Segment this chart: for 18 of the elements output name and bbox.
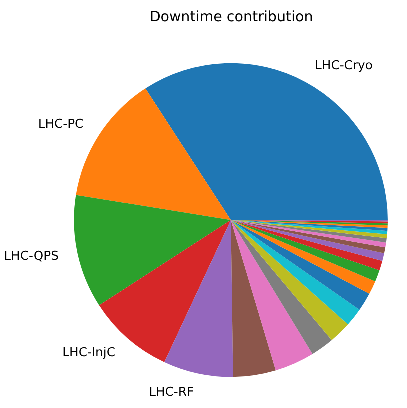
chart-title: Downtime contribution — [150, 9, 314, 26]
pie-slice — [231, 220, 276, 378]
pie-slice — [231, 220, 313, 371]
slice-label: LHC-InjC — [62, 346, 116, 360]
pie-slice — [231, 220, 376, 294]
pie-slice — [231, 220, 388, 234]
pie-slice — [231, 220, 386, 248]
pie-slice — [164, 220, 234, 378]
slice-label: LHC-RF — [149, 385, 194, 400]
slice-label: LHC-Cryo — [315, 58, 373, 72]
pie-slice — [231, 220, 348, 340]
slice-label: LHC-PC — [38, 117, 84, 132]
slice-label: LHC-QPS — [4, 249, 60, 264]
pie-slice — [231, 220, 386, 254]
pie-slice — [231, 220, 380, 282]
pie-slice — [231, 220, 384, 262]
pie-slice — [231, 220, 332, 354]
pie-slice — [231, 220, 360, 325]
